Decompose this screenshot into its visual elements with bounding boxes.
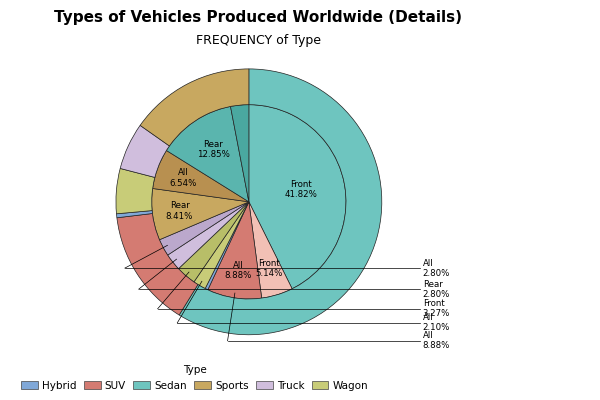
Text: All
2.10%: All 2.10% xyxy=(423,313,450,332)
Wedge shape xyxy=(178,202,249,282)
Wedge shape xyxy=(230,105,249,202)
Legend: Hybrid, SUV, Sedan, Sports, Truck, Wagon: Hybrid, SUV, Sedan, Sports, Truck, Wagon xyxy=(17,361,372,395)
Wedge shape xyxy=(116,168,155,214)
Wedge shape xyxy=(249,202,292,298)
Wedge shape xyxy=(160,202,249,255)
Wedge shape xyxy=(194,202,249,288)
Wedge shape xyxy=(117,214,198,315)
Text: FREQUENCY of Type: FREQUENCY of Type xyxy=(196,34,320,47)
Wedge shape xyxy=(205,202,249,290)
Wedge shape xyxy=(166,106,249,202)
Text: Front
3.27%: Front 3.27% xyxy=(423,299,450,318)
Wedge shape xyxy=(208,202,262,299)
Wedge shape xyxy=(116,210,152,218)
Text: Front
41.82%: Front 41.82% xyxy=(284,180,317,199)
Text: All
8.88%: All 8.88% xyxy=(423,331,450,350)
Wedge shape xyxy=(152,188,249,240)
Text: Rear
2.80%: Rear 2.80% xyxy=(423,280,450,299)
Wedge shape xyxy=(179,69,382,335)
Text: Rear
8.41%: Rear 8.41% xyxy=(166,202,193,220)
Text: All
2.80%: All 2.80% xyxy=(423,258,450,278)
Text: Rear
12.85%: Rear 12.85% xyxy=(197,140,230,159)
Wedge shape xyxy=(152,150,249,202)
Text: All
6.54%: All 6.54% xyxy=(169,168,197,188)
Wedge shape xyxy=(249,105,346,289)
Text: Front
5.14%: Front 5.14% xyxy=(256,259,283,278)
Wedge shape xyxy=(140,69,249,146)
Wedge shape xyxy=(167,202,249,269)
Text: All
8.88%: All 8.88% xyxy=(224,262,252,280)
Text: Types of Vehicles Produced Worldwide (Details): Types of Vehicles Produced Worldwide (De… xyxy=(54,10,462,25)
Wedge shape xyxy=(120,125,169,178)
